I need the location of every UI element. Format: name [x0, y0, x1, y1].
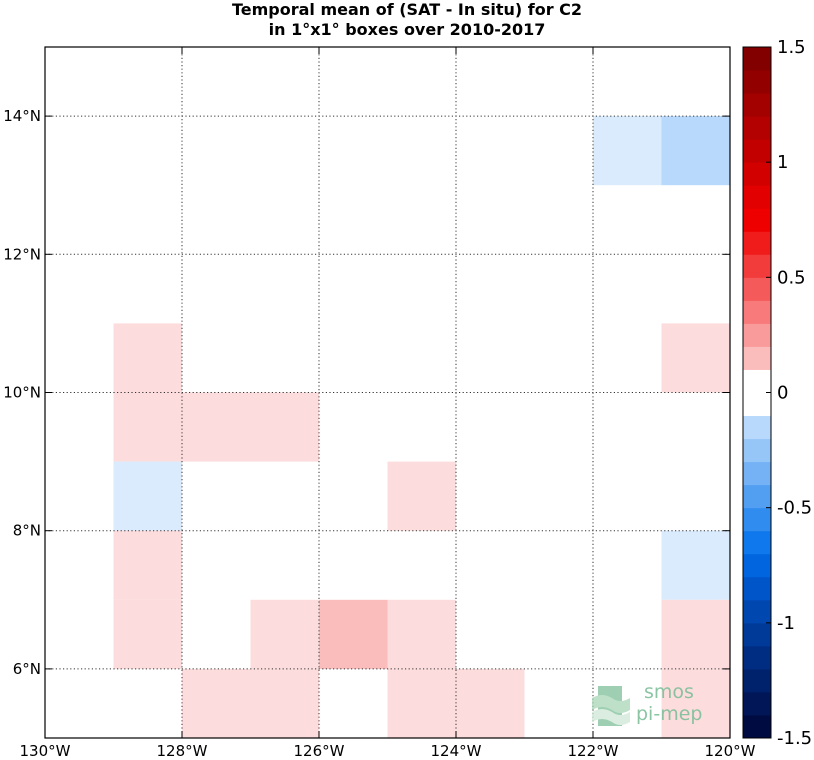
heatmap-cell: [113, 323, 182, 393]
colorbar-bin: [743, 507, 771, 532]
colorbar-bin: [743, 484, 771, 509]
x-tick-label: 128°W: [157, 742, 208, 760]
colorbar-bin: [743, 553, 771, 578]
colorbar-bin: [743, 70, 771, 94]
heatmap-cell: [113, 530, 182, 600]
heatmap-cell: [319, 599, 388, 669]
colorbar-tick-label: -1.5: [777, 728, 812, 749]
colorbar-tick-label: -0.5: [777, 498, 812, 519]
colorbar-bin: [743, 277, 771, 301]
colorbar-bin: [743, 323, 771, 347]
heatmap-cell: [593, 116, 662, 186]
heatmap-cell: [113, 599, 182, 669]
chart-title-line-2: in 1°x1° boxes over 2010-2017: [268, 20, 546, 39]
heatmap-cell: [250, 599, 319, 669]
colorbar-bin: [743, 162, 771, 186]
colorbar-tick-label: -1: [777, 613, 795, 634]
heatmap-cell: [661, 599, 730, 669]
heatmap-cell: [387, 599, 456, 669]
heatmap-cell: [661, 668, 730, 738]
colorbar-bin: [743, 668, 771, 693]
colorbar-bin: [743, 645, 771, 670]
colorbar-bin: [743, 185, 771, 209]
colorbar-bin: [743, 691, 771, 716]
colorbar-tick-label: 0.5: [777, 267, 806, 288]
heatmap-cell: [387, 461, 456, 531]
x-tick-label: 122°W: [568, 742, 619, 760]
colorbar-tick-label: 1: [777, 152, 788, 173]
y-tick-label: 12°N: [3, 245, 41, 263]
smos-pi-mep-logo: smos pi-mep: [592, 681, 702, 726]
x-tick-label: 120°W: [705, 742, 756, 760]
x-tick-label: 124°W: [431, 742, 482, 760]
colorbar-bin: [743, 93, 771, 117]
colorbar-bin: [743, 599, 771, 624]
heatmap-cell: [250, 668, 319, 738]
colorbar-bin: [743, 622, 771, 647]
heatmap-cell: [456, 668, 525, 738]
chart-title-line-1: Temporal mean of (SAT - In situ) for C2: [231, 0, 583, 19]
colorbar-tick-label: 1.5: [777, 37, 806, 58]
colorbar-bin: [743, 346, 771, 370]
colorbar-bin: [743, 415, 771, 440]
logo-text-smos: smos: [644, 681, 694, 703]
heatmap-cell: [113, 461, 182, 531]
heatmap-cell: [113, 392, 182, 462]
colorbar-bin: [743, 231, 771, 255]
colorbar-bin: [743, 392, 771, 417]
colorbar-bin: [743, 47, 771, 71]
y-tick-label: 14°N: [3, 107, 41, 125]
colorbar-tick-label: 0: [777, 383, 788, 404]
colorbar-bin: [743, 139, 771, 163]
heatmap-cell: [182, 668, 251, 738]
colorbar-bin: [743, 438, 771, 463]
colorbar-bin: [743, 116, 771, 140]
colorbar-bin: [743, 530, 771, 555]
heatmap-cell: [661, 530, 730, 600]
colorbar-bin: [743, 576, 771, 601]
x-tick-label: 130°W: [20, 742, 71, 760]
heatmap-cell: [387, 668, 456, 738]
heatmap-cell: [182, 392, 251, 462]
colorbar-bin: [743, 254, 771, 278]
y-tick-label: 8°N: [13, 522, 41, 540]
colorbar-bin: [743, 461, 771, 486]
logo-text-pi-mep: pi-mep: [636, 703, 702, 725]
colorbar-bin: [743, 714, 771, 739]
colorbar-bin: [743, 369, 771, 393]
y-tick-label: 6°N: [13, 660, 41, 678]
heatmap-cell: [661, 116, 730, 186]
colorbar-bin: [743, 300, 771, 324]
x-tick-label: 126°W: [294, 742, 345, 760]
heatmap-cell: [661, 323, 730, 393]
colorbar-bin: [743, 208, 771, 232]
heatmap-cell: [250, 392, 319, 462]
y-tick-label: 10°N: [3, 384, 41, 402]
